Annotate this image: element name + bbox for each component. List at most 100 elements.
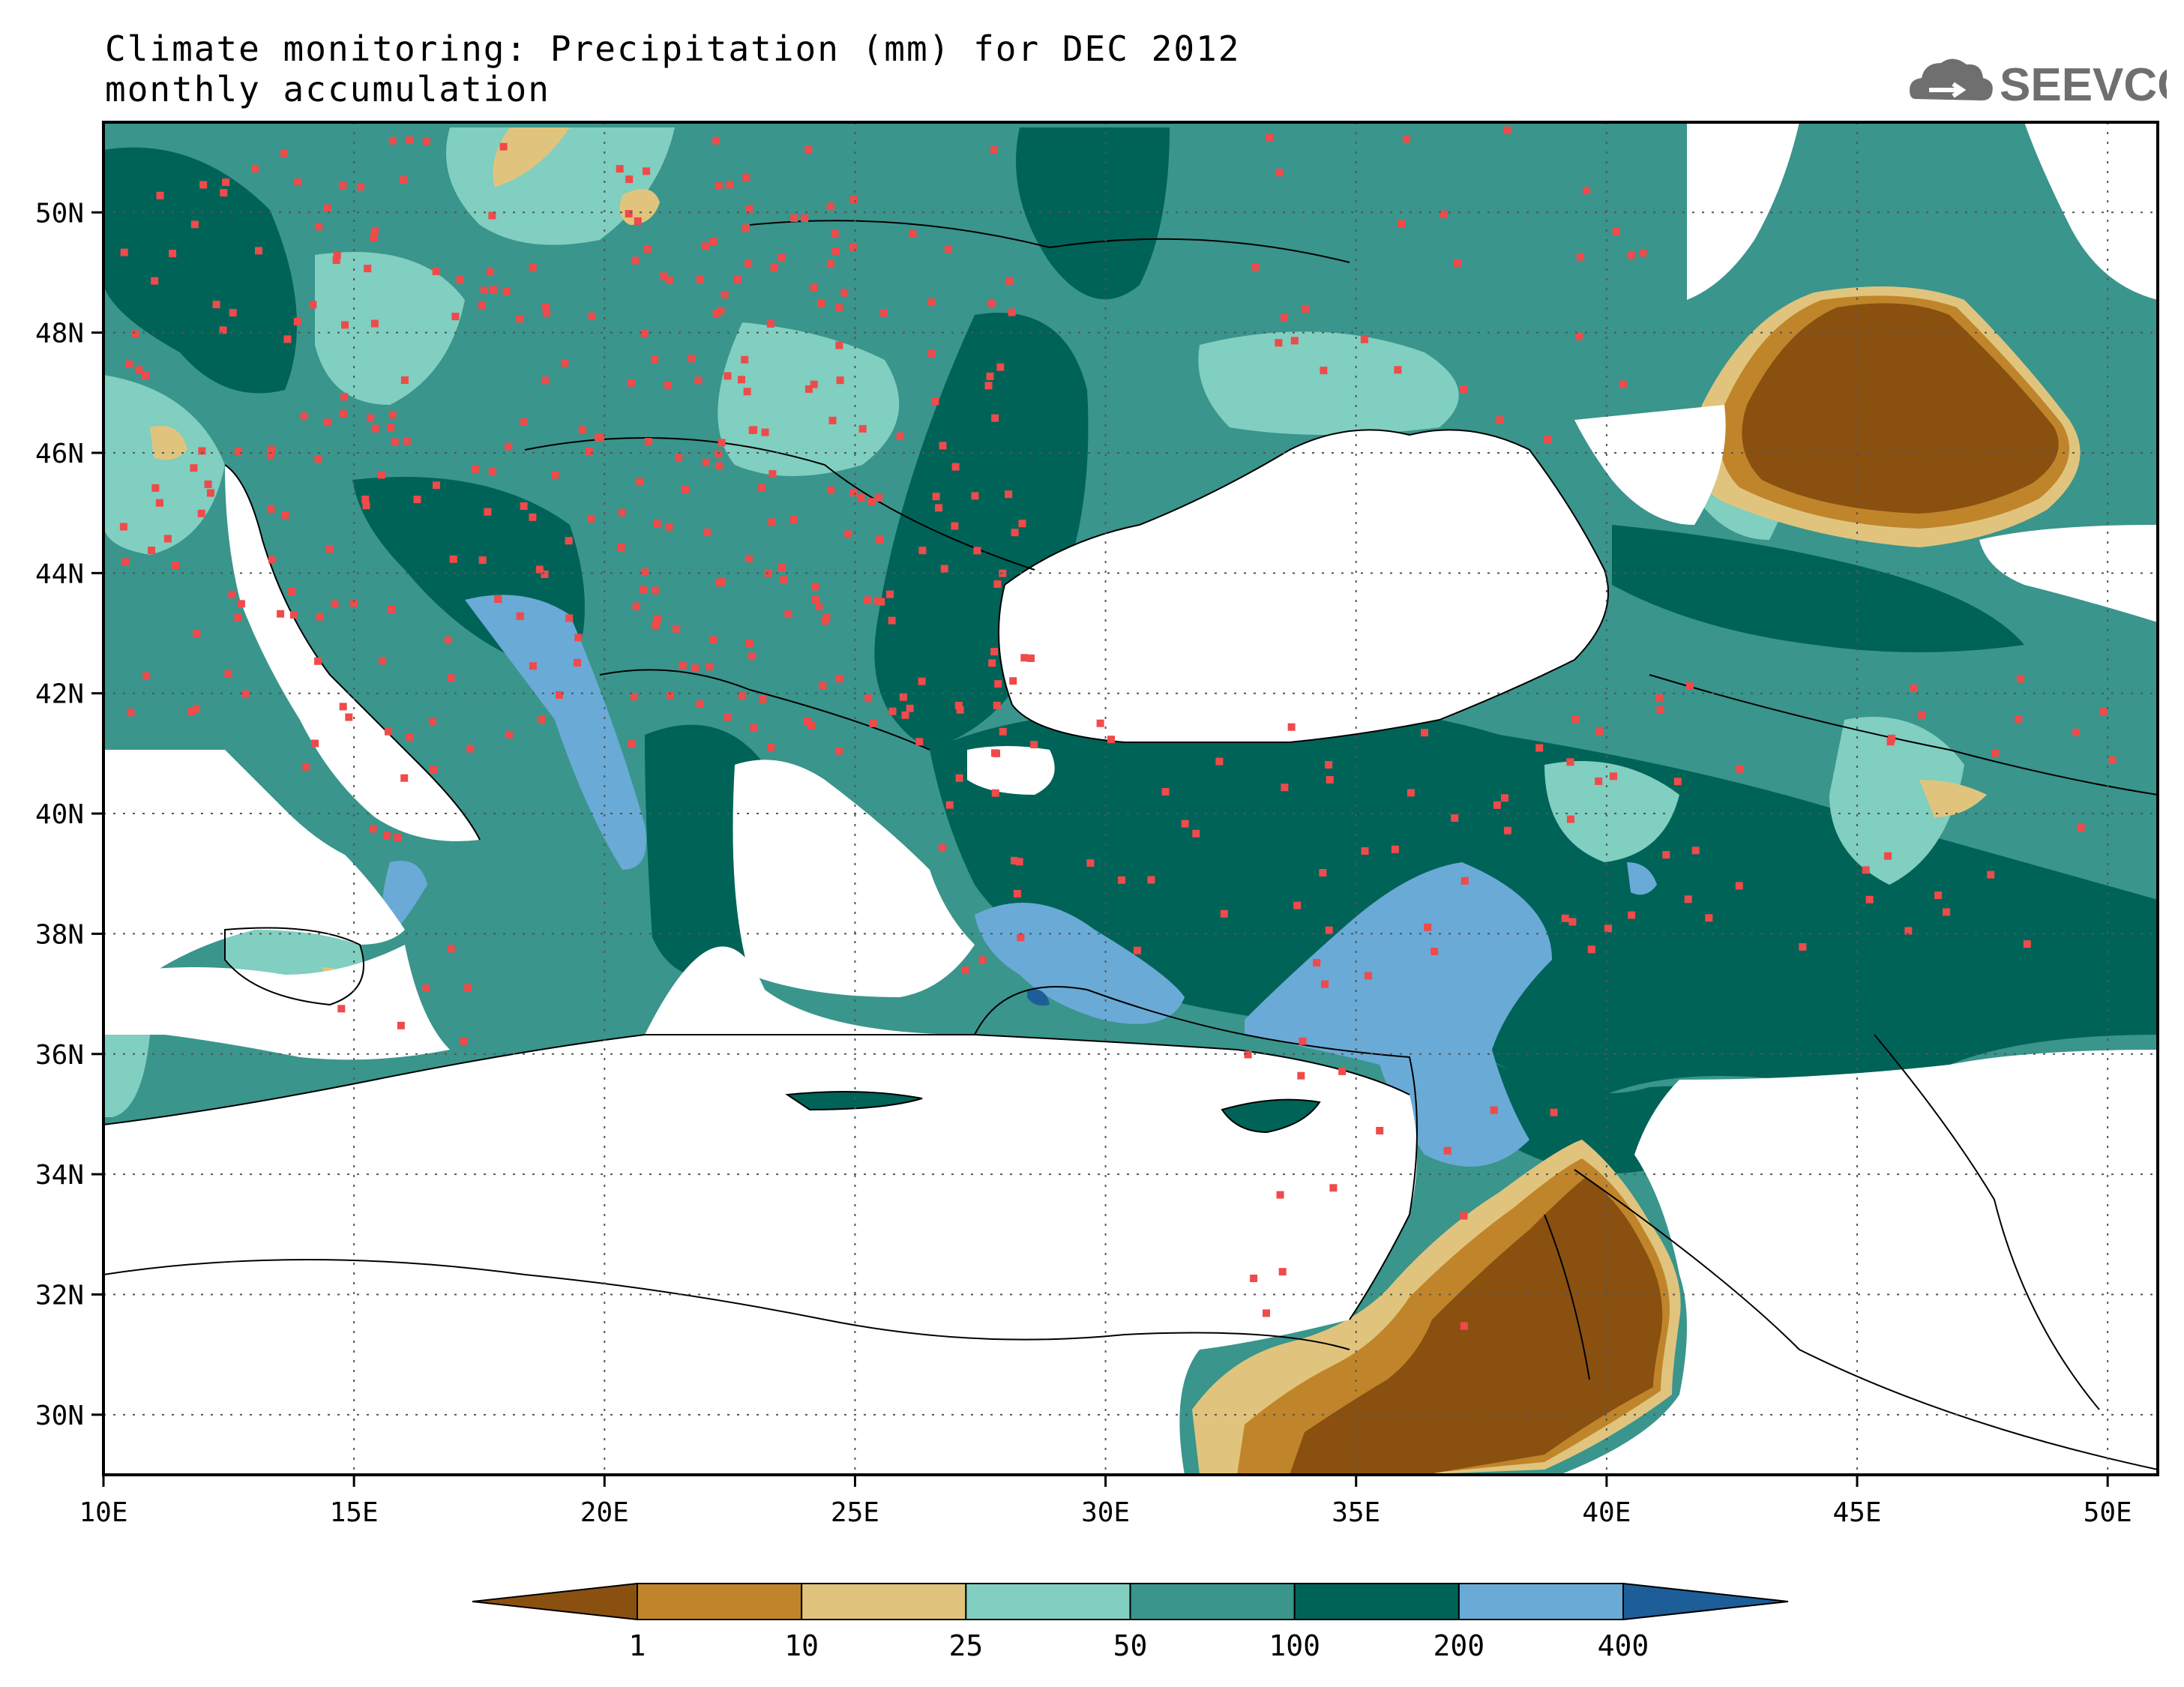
station-marker	[156, 191, 164, 199]
station-marker	[1595, 727, 1604, 736]
station-marker	[460, 1037, 468, 1045]
station-marker	[451, 313, 460, 321]
station-marker	[377, 471, 385, 479]
station-marker	[520, 418, 528, 426]
station-marker	[715, 462, 723, 470]
station-marker	[505, 730, 513, 739]
station-marker	[406, 136, 414, 144]
station-marker	[780, 576, 788, 584]
station-marker	[944, 245, 952, 253]
station-marker	[703, 529, 712, 537]
station-marker	[718, 577, 727, 586]
station-marker	[696, 275, 704, 283]
station-marker	[1493, 801, 1501, 809]
station-marker	[1583, 187, 1590, 195]
station-marker	[400, 376, 409, 384]
station-marker	[688, 355, 696, 363]
station-marker	[1451, 814, 1459, 823]
station-marker	[784, 610, 792, 619]
station-marker	[1662, 851, 1670, 858]
station-marker	[835, 675, 843, 683]
station-marker	[1884, 852, 1892, 860]
station-marker	[314, 455, 322, 463]
station-marker	[339, 181, 347, 190]
station-marker	[1566, 758, 1574, 766]
station-marker	[542, 309, 550, 317]
station-marker	[1133, 946, 1141, 954]
station-marker	[867, 498, 876, 506]
station-marker	[190, 464, 198, 472]
station-marker	[696, 700, 704, 709]
station-marker	[429, 718, 436, 726]
station-marker	[1736, 765, 1744, 773]
station-marker	[382, 832, 391, 840]
station-marker	[1639, 249, 1647, 257]
station-marker	[314, 657, 322, 665]
station-marker	[877, 598, 885, 606]
station-marker	[899, 693, 907, 701]
station-marker	[172, 562, 180, 570]
station-marker	[385, 727, 392, 736]
longitude-tick-label: 35E	[1332, 1497, 1380, 1528]
station-marker	[1865, 895, 1874, 903]
station-marker	[490, 286, 498, 294]
station-marker	[1009, 677, 1017, 685]
station-marker	[789, 516, 798, 524]
station-marker	[1503, 826, 1511, 835]
station-marker	[277, 610, 285, 618]
station-marker	[400, 774, 409, 782]
station-marker	[204, 480, 212, 488]
station-marker	[1544, 436, 1552, 444]
station-marker	[1550, 1108, 1558, 1116]
station-marker	[630, 693, 638, 701]
station-marker	[516, 315, 524, 323]
station-marker	[387, 606, 395, 613]
station-marker	[361, 496, 370, 503]
latitude-tick-label: 40N	[35, 799, 84, 830]
station-marker	[715, 181, 723, 190]
station-marker	[932, 493, 940, 501]
station-marker	[653, 520, 661, 528]
station-marker	[927, 349, 936, 358]
station-marker	[951, 463, 960, 471]
station-marker	[750, 724, 758, 732]
station-marker	[1403, 135, 1410, 143]
station-marker	[712, 310, 721, 318]
station-marker	[768, 518, 776, 526]
station-marker	[803, 717, 811, 725]
station-marker	[127, 709, 135, 717]
station-marker	[488, 467, 496, 475]
station-marker	[641, 568, 649, 576]
station-marker	[694, 376, 703, 385]
station-marker	[909, 229, 917, 238]
station-marker	[1275, 169, 1284, 177]
station-marker	[456, 276, 464, 284]
station-marker	[391, 438, 399, 446]
station-marker	[430, 766, 437, 774]
station-marker	[1501, 794, 1508, 802]
station-marker	[478, 301, 486, 310]
station-marker	[973, 547, 981, 555]
station-marker	[1326, 776, 1334, 784]
latitude-tick-label: 32N	[35, 1280, 84, 1311]
station-marker	[1918, 711, 1926, 719]
station-marker	[741, 355, 749, 364]
station-marker	[1251, 263, 1260, 271]
station-marker	[1735, 882, 1743, 890]
station-marker	[1943, 908, 1951, 916]
station-marker	[994, 680, 1002, 688]
station-marker	[212, 301, 220, 309]
station-marker	[971, 492, 979, 500]
station-marker	[131, 330, 139, 338]
station-marker	[403, 437, 411, 445]
station-marker	[1587, 945, 1595, 954]
station-marker	[955, 774, 963, 782]
station-marker	[1576, 253, 1584, 261]
station-marker	[339, 410, 347, 418]
station-marker	[991, 414, 999, 422]
station-marker	[337, 1005, 346, 1013]
station-marker	[1096, 719, 1104, 727]
station-marker	[709, 238, 718, 246]
station-marker	[758, 484, 766, 492]
gridlines	[103, 122, 2158, 1475]
